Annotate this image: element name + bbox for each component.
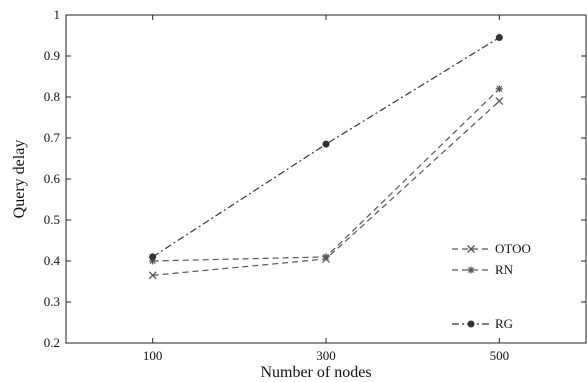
data-point-rg	[149, 253, 157, 261]
data-point-otoo	[495, 97, 504, 106]
legend-entry-otoo: OTOO	[452, 241, 531, 256]
x-tick-label: 100	[143, 348, 163, 363]
x-tick-label: 300	[316, 348, 336, 363]
y-tick-label: 1	[54, 7, 61, 22]
legend-entry-rn: RN	[452, 262, 514, 277]
legend-label-otoo: OTOO	[495, 241, 531, 256]
y-tick-label: 0.5	[44, 212, 60, 227]
y-tick-label: 0.3	[44, 294, 60, 309]
legend-label-rg: RG	[495, 316, 513, 331]
y-tick-label: 0.9	[44, 48, 60, 63]
legend-entry-rg: RG	[452, 316, 513, 331]
data-point-otoo	[148, 271, 157, 280]
data-point-rg	[495, 34, 503, 42]
y-tick-label: 0.4	[44, 253, 61, 268]
legend-marker-rn	[467, 266, 475, 274]
y-tick-label: 0.6	[44, 171, 61, 186]
series	[148, 34, 504, 280]
axes	[65, 14, 587, 344]
legend-label-rn: RN	[495, 262, 514, 277]
legend: OTOO RN RG	[452, 241, 531, 331]
plot-frame	[65, 14, 587, 344]
data-point-rn	[495, 85, 503, 93]
x-tick-label: 500	[490, 348, 510, 363]
x-axis-title: Number of nodes	[260, 364, 371, 381]
y-tick-label: 0.8	[44, 89, 60, 104]
legend-marker-rg	[467, 320, 475, 328]
data-point-rn	[322, 253, 330, 261]
y-axis-title: Query delay	[11, 140, 28, 219]
data-point-rg	[322, 140, 330, 148]
y-tick-label: 0.7	[44, 130, 61, 145]
series-line-otoo	[152, 100, 500, 276]
series-line-rn	[152, 88, 500, 262]
ticks: 0.2 0.3 0.4 0.5 0.6 0.7 0.8 0.9 1 100 300 500	[44, 7, 586, 363]
legend-marker-otoo	[467, 245, 475, 253]
y-tick-label: 0.2	[44, 335, 60, 350]
